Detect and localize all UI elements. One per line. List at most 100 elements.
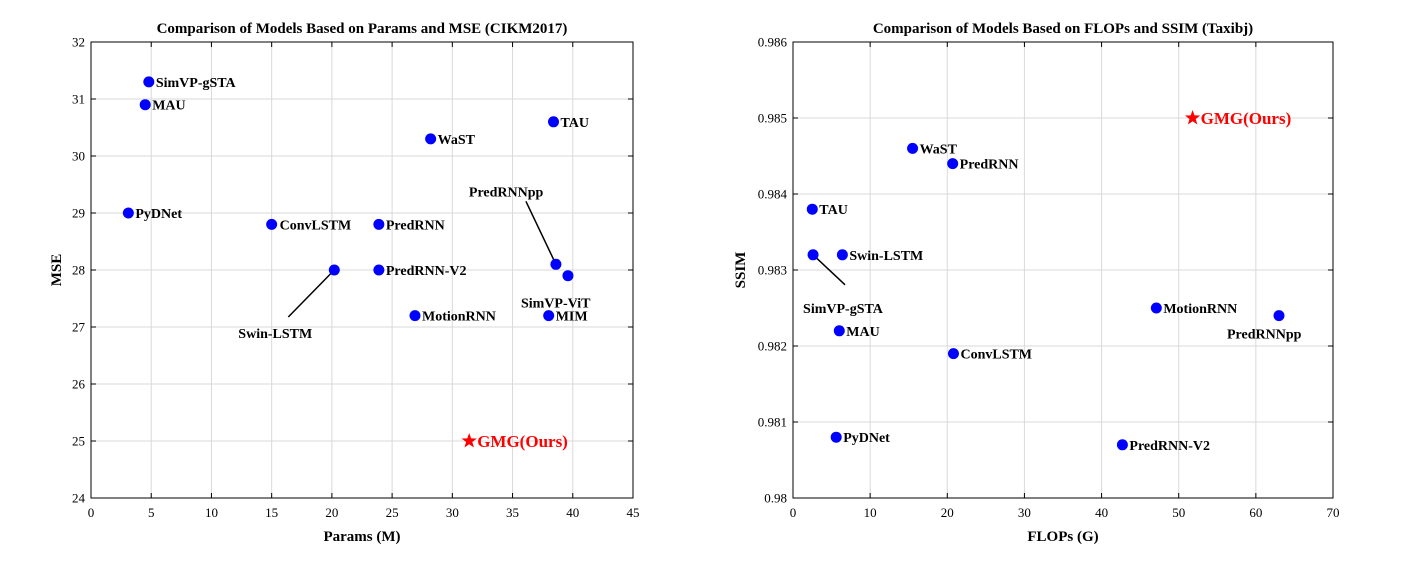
x-tick-label: 35 [506,505,519,520]
chart-title: Comparison of Models Based on Params and… [157,21,568,37]
x-tick-label: 40 [566,505,579,520]
point-label-wast: WaST [920,142,958,157]
point-label-motionrnn: MotionRNN [1163,302,1237,317]
data-point [425,133,437,145]
x-tick-label: 40 [1095,505,1108,520]
data-point [1273,310,1285,322]
chart-title: Comparison of Models Based on FLOPs and … [873,21,1253,37]
x-tick-label: 0 [790,505,797,520]
data-point [562,270,574,282]
point-label-mau: MAU [846,325,879,340]
y-tick-label: 0.983 [758,263,787,278]
point-label-tau: TAU [819,203,848,218]
y-tick-label: 29 [72,206,85,221]
leader-line [525,200,557,265]
y-tick-label: 25 [72,434,85,449]
point-label-swin-lstm: Swin-LSTM [849,249,923,264]
point-label-wast: WaST [438,133,476,148]
point-label-predrnnpp: PredRNNpp [469,185,544,200]
data-point [143,76,155,88]
data-point [836,249,848,261]
point-label-tau: TAU [561,116,590,131]
leader-line [287,269,335,318]
point-label-mau: MAU [152,99,185,114]
x-tick-label: 20 [941,505,954,520]
x-tick-label: 15 [265,505,278,520]
point-label-predrnn: PredRNN [960,158,1019,173]
x-tick-label: 5 [148,505,155,520]
x-tick-label: 25 [386,505,399,520]
data-point [833,325,845,337]
x-tick-label: 45 [627,505,640,520]
highlight-label: GMG(Ours) [1201,109,1292,128]
data-point [266,218,278,230]
x-tick-label: 20 [325,505,338,520]
y-tick-label: 27 [72,320,86,335]
y-tick-label: 0.981 [758,415,787,430]
point-label-predrnn: PredRNN [386,218,445,233]
point-label-swin-lstm: Swin-LSTM [238,327,312,342]
point-label-convlstm: ConvLSTM [280,218,352,233]
data-point [806,203,818,215]
x-axis-label: FLOPs (G) [1027,529,1098,545]
y-tick-label: 28 [72,263,85,278]
x-axis-label: Params (M) [323,529,400,545]
data-point [122,207,134,219]
point-label-predrnn-v2: PredRNN-V2 [386,264,467,279]
point-label-simvp-gsta: SimVP-gSTA [803,302,884,317]
y-tick-label: 24 [72,491,86,506]
data-point [373,218,385,230]
data-point [139,99,151,111]
data-point [543,310,555,322]
plot-frame [90,41,634,499]
x-tick-label: 30 [446,505,459,520]
data-point [807,249,819,261]
x-tick-label: 50 [1172,505,1185,520]
highlight-label: GMG(Ours) [477,432,568,451]
point-label-motionrnn: MotionRNN [422,310,496,325]
x-tick-label: 10 [864,505,877,520]
data-point [1116,439,1128,451]
y-tick-label: 26 [72,377,86,392]
data-point [550,258,562,270]
point-label-pydnet: PyDNet [135,207,182,222]
x-tick-label: 30 [1018,505,1031,520]
y-tick-label: 0.986 [758,35,788,50]
scatter-chart-2: 0 10 20 30 40 50 60 70 0.98 0.981 0.982 0.983 0.984 0… [733,21,1340,545]
point-label-predrnn-v2: PredRNN-V2 [1129,439,1210,454]
data-point [830,431,842,443]
data-point [409,310,421,322]
highlight-star-icon [1184,110,1201,125]
scatter-chart-1: 0 5 10 15 20 25 30 35 40 45 24 25 26 27 28 29 30 31 32 Comp… [49,21,640,545]
y-tick-label: 30 [72,149,85,164]
x-tick-label: 70 [1327,505,1340,520]
data-point [373,264,385,276]
plot-frame [792,41,1334,499]
data-point [1150,302,1162,314]
y-tick-label: 31 [72,92,85,107]
y-axis-label: MSE [49,254,65,287]
data-point [947,348,959,360]
y-tick-label: 0.984 [758,187,788,202]
data-point [907,142,919,154]
leader-line [812,254,846,286]
point-label-mim: MIM [556,310,588,325]
y-tick-label: 0.985 [758,111,787,126]
x-tick-label: 0 [88,505,95,520]
point-label-pydnet: PyDNet [843,431,890,446]
point-label-convlstm: ConvLSTM [960,348,1032,363]
y-tick-label: 0.98 [764,491,787,506]
x-tick-label: 60 [1249,505,1262,520]
y-axis-label: SSIM [733,252,749,289]
data-point [548,116,560,128]
data-point [947,158,959,170]
data-point [328,264,340,276]
point-label-simvp-vit: SimVP-ViT [521,297,591,312]
x-tick-label: 10 [205,505,218,520]
y-tick-label: 32 [72,35,85,50]
point-label-simvp-gsta: SimVP-gSTA [156,76,237,91]
y-tick-label: 0.982 [758,339,787,354]
point-label-predrnnpp: PredRNNpp [1227,328,1302,343]
